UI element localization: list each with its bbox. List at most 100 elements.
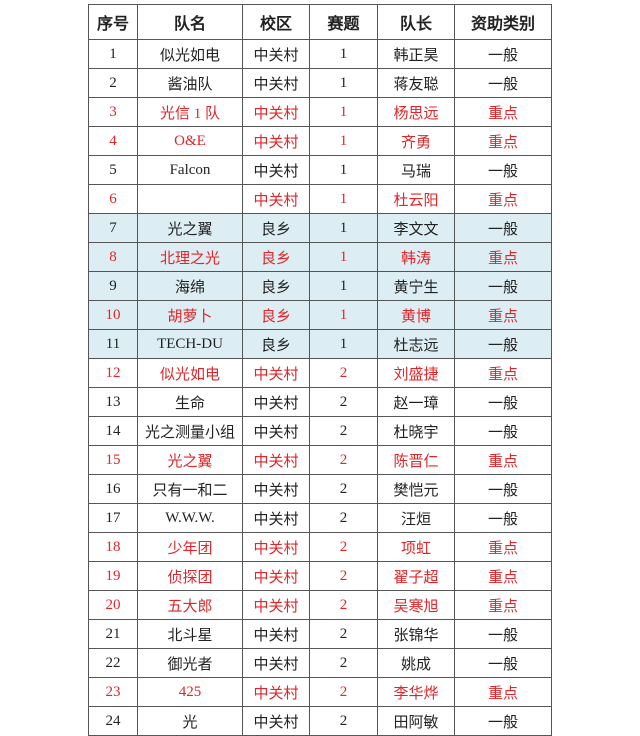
cell-funding-type: 一般 (454, 329, 552, 359)
table-row: 18 少年团 中关村 2 项虹 重点 (88, 532, 552, 562)
cell-topic: 2 (309, 561, 378, 591)
cell-funding-type: 重点 (454, 532, 552, 562)
table-row: 3 光信 1 队中关村 1 杨思远 重点 (88, 97, 552, 127)
cell-campus: 良乡 (242, 213, 310, 243)
cell-team-name: 只有一和二 (137, 474, 243, 504)
cell-funding-type: 重点 (454, 184, 552, 214)
cell-funding-type: 一般 (454, 271, 552, 301)
cell-campus: 中关村 (242, 677, 310, 707)
cell-topic: 1 (309, 97, 378, 127)
cell-topic: 1 (309, 126, 378, 156)
cell-index: 4 (88, 126, 138, 156)
cell-team-name: 425 (137, 677, 243, 707)
cell-funding-type: 一般 (454, 648, 552, 678)
cell-funding-type: 一般 (454, 68, 552, 98)
table-row: 4 O&E 中关村 1 齐勇 重点 (88, 126, 552, 156)
cell-campus: 中关村 (242, 126, 310, 156)
cell-captain: 杨思远 (377, 97, 455, 127)
cell-topic: 2 (309, 619, 378, 649)
cell-funding-type: 重点 (454, 97, 552, 127)
cell-team-name: 光信 1 队 (137, 97, 243, 127)
cell-index: 16 (88, 474, 138, 504)
cell-funding-type: 重点 (454, 561, 552, 591)
table-row: 5 Falcon 中关村 1 马瑞 一般 (88, 155, 552, 185)
cell-campus: 中关村 (242, 503, 310, 533)
cell-captain: 翟子超 (377, 561, 455, 591)
cell-topic: 2 (309, 416, 378, 446)
cell-campus: 中关村 (242, 358, 310, 388)
table-row: 21 北斗星 中关村 2 张锦华 一般 (88, 619, 552, 649)
cell-index: 10 (88, 300, 138, 330)
cell-campus: 中关村 (242, 416, 310, 446)
cell-funding-type: 一般 (454, 474, 552, 504)
header-campus: 校区 (242, 4, 310, 40)
cell-campus: 良乡 (242, 271, 310, 301)
cell-topic: 1 (309, 184, 378, 214)
cell-funding-type: 一般 (454, 503, 552, 533)
cell-captain: 齐勇 (377, 126, 455, 156)
cell-funding-type: 重点 (454, 300, 552, 330)
cell-campus: 中关村 (242, 474, 310, 504)
table-row: 13 生命 中关村 2 赵一璋 一般 (88, 387, 552, 417)
cell-captain: 杜志远 (377, 329, 455, 359)
cell-funding-type: 一般 (454, 387, 552, 417)
cell-campus: 中关村 (242, 619, 310, 649)
cell-team-name: 光之翼 (137, 445, 243, 475)
cell-topic: 2 (309, 532, 378, 562)
cell-campus: 中关村 (242, 39, 310, 69)
cell-campus: 中关村 (242, 590, 310, 620)
header-funding-type: 资助类别 (454, 4, 552, 40)
cell-team-name: W.W.W. (137, 503, 243, 533)
cell-topic: 2 (309, 706, 378, 736)
header-team-name: 队名 (137, 4, 243, 40)
cell-captain: 田阿敏 (377, 706, 455, 736)
cell-captain: 项虹 (377, 532, 455, 562)
cell-index: 24 (88, 706, 138, 736)
cell-team-name: 御光者 (137, 648, 243, 678)
cell-captain: 赵一璋 (377, 387, 455, 417)
cell-funding-type: 一般 (454, 155, 552, 185)
cell-team-name: 五大郎 (137, 590, 243, 620)
cell-index: 5 (88, 155, 138, 185)
cell-team-name: 光 (137, 706, 243, 736)
cell-index: 22 (88, 648, 138, 678)
cell-index: 14 (88, 416, 138, 446)
table-row: 23 425 中关村 2 李华烨 重点 (88, 677, 552, 707)
cell-index: 7 (88, 213, 138, 243)
cell-team-name: 胡萝卜 (137, 300, 243, 330)
cell-captain: 韩涛 (377, 242, 455, 272)
cell-topic: 1 (309, 242, 378, 272)
cell-captain: 汪烜 (377, 503, 455, 533)
cell-campus: 良乡 (242, 242, 310, 272)
cell-captain: 黄博 (377, 300, 455, 330)
cell-index: 21 (88, 619, 138, 649)
cell-index: 23 (88, 677, 138, 707)
cell-index: 12 (88, 358, 138, 388)
cell-team-name: 侦探团 (137, 561, 243, 591)
cell-captain: 姚成 (377, 648, 455, 678)
cell-captain: 蒋友聪 (377, 68, 455, 98)
cell-index: 11 (88, 329, 138, 359)
cell-campus: 中关村 (242, 706, 310, 736)
cell-team-name: TECH-DU (137, 329, 243, 359)
table-row: 16 只有一和二 中关村 2 樊恺元 一般 (88, 474, 552, 504)
cell-team-name: 少年团 (137, 532, 243, 562)
cell-index: 19 (88, 561, 138, 591)
cell-campus: 良乡 (242, 329, 310, 359)
cell-team-name: Falcon (137, 155, 243, 185)
cell-index: 15 (88, 445, 138, 475)
table-body: 1 似光如电 中关村 1 韩正昊 一般 2 酱油队 中关村 1 蒋友聪 一般 3 光信 1 队中关村 1 杨思… (88, 39, 552, 736)
cell-captain: 樊恺元 (377, 474, 455, 504)
table-row: 24 光中关村 2 田阿敏 一般 (88, 706, 552, 736)
cell-campus: 中关村 (242, 68, 310, 98)
cell-index: 6 (88, 184, 138, 214)
cell-index: 8 (88, 242, 138, 272)
cell-index: 9 (88, 271, 138, 301)
cell-index: 2 (88, 68, 138, 98)
cell-team-name: 光之测量小组 (137, 416, 243, 446)
cell-captain: 杜云阳 (377, 184, 455, 214)
cell-campus: 中关村 (242, 561, 310, 591)
cell-campus: 中关村 (242, 97, 310, 127)
cell-captain: 韩正昊 (377, 39, 455, 69)
cell-topic: 2 (309, 445, 378, 475)
